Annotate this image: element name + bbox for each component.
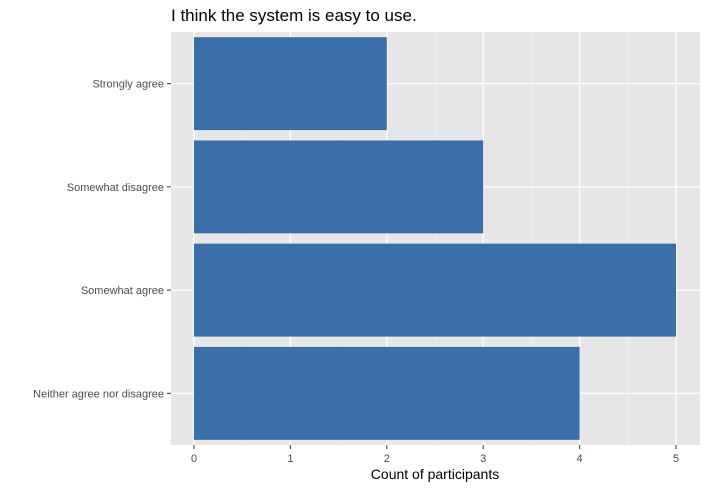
x-axis: 0 1 2 3 4 5: [191, 445, 679, 465]
bar: [194, 346, 580, 440]
y-tick-label: Neither agree nor disagree: [33, 388, 164, 400]
x-tick-label: 3: [480, 453, 486, 465]
x-axis-title: Count of participants: [371, 466, 499, 482]
bar: [194, 37, 387, 131]
y-axis: Strongly agree Somewhat disagree Somewhat …: [33, 79, 171, 400]
x-tick-label: 2: [384, 453, 390, 465]
x-tick-label: 1: [287, 453, 293, 465]
bar: [194, 243, 676, 337]
bars: [194, 37, 676, 440]
chart-title: I think the system is easy to use.: [171, 6, 417, 25]
bar: [194, 140, 484, 234]
x-tick-label: 4: [577, 453, 583, 465]
x-tick-label: 0: [191, 453, 197, 465]
y-tick-label: Somewhat agree: [81, 285, 164, 297]
y-tick-label: Strongly agree: [92, 79, 164, 91]
y-tick-label: Somewhat disagree: [67, 182, 164, 194]
x-tick-label: 5: [673, 453, 679, 465]
